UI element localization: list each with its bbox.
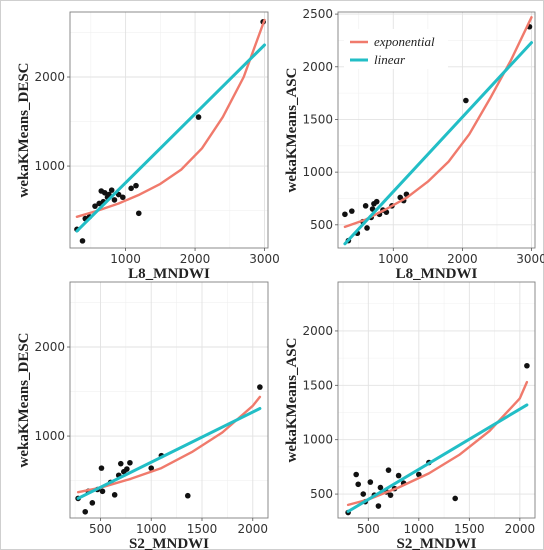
data-point	[117, 460, 124, 467]
data-point	[128, 185, 134, 192]
data-point	[353, 471, 359, 478]
legend: exponential linear	[344, 29, 448, 69]
data-point	[111, 492, 118, 498]
legend-label-exponential: exponential	[374, 34, 435, 49]
panel-border	[337, 281, 536, 519]
x-tick-label: 1000	[378, 252, 409, 266]
y-tick-label: 2500	[302, 7, 333, 21]
y-tick-label: 1000	[302, 433, 333, 447]
data-point	[89, 500, 96, 506]
data-point	[82, 508, 89, 515]
y-tick-label: 1000	[302, 165, 333, 179]
data-point	[148, 465, 155, 471]
plot-area	[338, 282, 535, 518]
data-point	[349, 208, 355, 214]
data-point	[452, 495, 458, 502]
linear-fit-line	[343, 41, 533, 246]
y-tick-label: 2000	[34, 70, 65, 84]
x-tick-label: 3000	[249, 252, 280, 266]
y-axis-title: wekaKMeans_ASC	[284, 337, 300, 462]
data-point	[360, 491, 367, 497]
data-point	[79, 238, 86, 244]
x-tick-label: 1500	[187, 522, 218, 536]
data-point	[375, 503, 382, 509]
x-tick-label: 500	[89, 522, 112, 536]
x-tick-label: 1500	[454, 522, 485, 536]
data-point	[362, 203, 369, 209]
legend-box	[344, 29, 448, 69]
panel-3: 500 1000 1500 2000 1000 2000 S2_MNDWI wekaKMean…	[16, 281, 269, 550]
exponential-fit-line	[75, 18, 266, 218]
data-point	[195, 114, 202, 120]
legend-label-linear: linear	[374, 52, 406, 67]
panel-border	[337, 11, 536, 249]
data-point	[385, 467, 392, 473]
data-point	[108, 187, 115, 193]
panel-2: 1000 2000 3000 500 1000 1500 2000 2500 L8_MNDWI w…	[284, 7, 544, 282]
panel-1: 1000 2000 300010002000L8_MNDWIwekaKMeans_D…	[16, 11, 280, 282]
data-point	[342, 211, 348, 218]
x-tick-label: 500	[357, 522, 380, 536]
y-tick-label: 2000	[302, 324, 333, 338]
y-tick-label: 500	[310, 218, 333, 232]
data-point	[387, 492, 394, 498]
x-tick-label: 1000	[136, 522, 167, 536]
y-axis-title: wekaKMeans_ASC	[284, 67, 300, 192]
x-tick-label: 2000	[447, 252, 478, 266]
data-point	[135, 210, 142, 217]
y-axis-title: wekaKMeans_DESC	[16, 62, 32, 197]
linear-fit-line	[76, 407, 262, 500]
plot-area	[70, 12, 268, 248]
x-axis-title: S2_MNDWI	[129, 536, 209, 550]
data-point	[364, 225, 370, 231]
y-tick-label: 2000	[302, 60, 333, 74]
x-tick-label: 2000	[505, 522, 536, 536]
data-point	[111, 197, 118, 203]
data-point	[373, 198, 380, 205]
data-point	[524, 362, 530, 369]
exponential-fit-line	[343, 16, 533, 229]
data-point	[355, 481, 362, 488]
x-axis-title: L8_MNDWI	[128, 266, 210, 282]
x-tick-label: 1000	[404, 522, 435, 536]
x-axis-title: L8_MNDWI	[396, 266, 478, 282]
data-point	[395, 472, 402, 479]
data-point	[99, 488, 106, 495]
y-tick-label: 500	[310, 487, 333, 501]
plot-area	[70, 282, 268, 518]
y-tick-label: 1000	[34, 159, 65, 173]
x-tick-label: 2000	[237, 522, 268, 536]
data-point	[133, 182, 139, 189]
panel-4: 500 1000 1500 2000 500 1000 1500 2000 S2_MNDWI we…	[284, 281, 536, 550]
x-tick-label: 3000	[516, 252, 544, 266]
data-point	[416, 471, 422, 478]
x-axis-title: S2_MNDWI	[396, 536, 476, 550]
linear-fit-line	[346, 403, 529, 513]
data-point	[127, 459, 133, 466]
data-point	[367, 479, 374, 485]
data-point	[98, 465, 105, 471]
y-axis-title: wekaKMeans_DESC	[16, 332, 32, 467]
panel-border	[69, 11, 269, 249]
data-point	[120, 194, 126, 201]
data-point	[463, 97, 469, 104]
data-point	[92, 203, 98, 209]
data-point	[257, 384, 263, 390]
linear-fit-line	[75, 43, 266, 233]
y-tick-label: 1000	[34, 429, 65, 443]
y-tick-label: 1500	[302, 112, 333, 126]
panel-border	[69, 281, 269, 519]
y-tick-label: 1500	[302, 378, 333, 392]
x-tick-label: 2000	[180, 252, 211, 266]
data-point	[184, 492, 191, 499]
data-point	[377, 484, 384, 491]
data-point	[124, 466, 130, 472]
x-tick-label: 1000	[110, 252, 141, 266]
y-tick-label: 2000	[34, 340, 65, 354]
